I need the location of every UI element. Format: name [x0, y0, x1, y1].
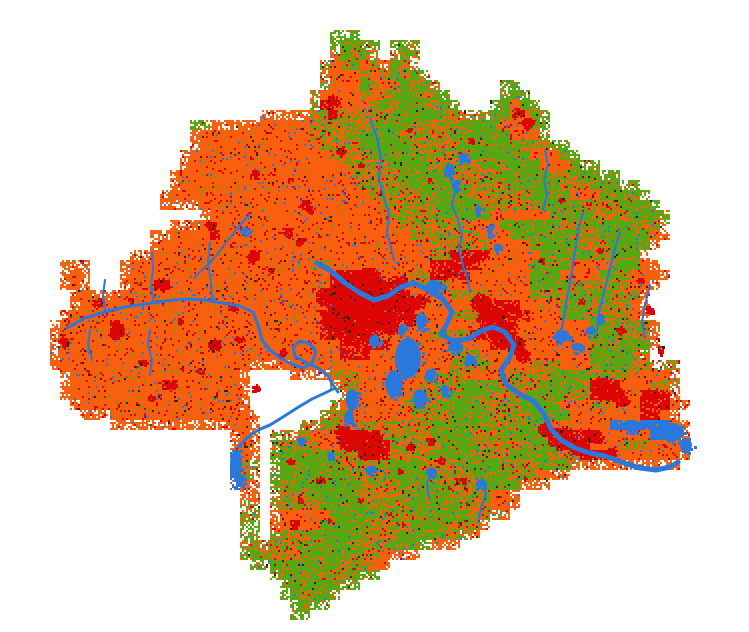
map-viewport	[0, 0, 749, 632]
landcover-raster-map	[0, 0, 749, 632]
